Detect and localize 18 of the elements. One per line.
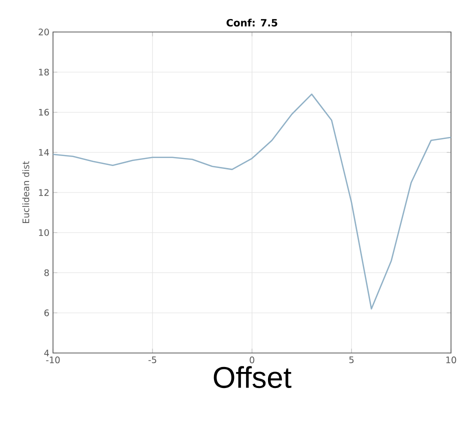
x-tick-label: 10 xyxy=(446,356,456,364)
y-tick-label: 12 xyxy=(39,189,49,196)
y-tick-label: 20 xyxy=(38,28,49,36)
y-tick-label: 18 xyxy=(39,68,49,76)
y-tick-label: 16 xyxy=(39,108,49,116)
y-tick-label: 10 xyxy=(39,229,49,236)
x-tick-label: -10 xyxy=(46,356,60,364)
line-series xyxy=(53,94,452,310)
x-axis-title: Offset xyxy=(214,366,292,388)
x-tick-label: 5 xyxy=(349,356,354,364)
y-tick-label: 8 xyxy=(44,269,49,276)
x-tick-label: -5 xyxy=(148,356,156,364)
y-tick-label: 14 xyxy=(39,149,49,156)
y-tick-label: 4 xyxy=(44,350,49,356)
y-axis-title: Euclidean dist xyxy=(22,161,30,224)
chart-title: Conf: 7.5 xyxy=(226,18,278,26)
y-tick-label: 6 xyxy=(44,309,49,316)
x-tick-label: 0 xyxy=(250,356,254,364)
